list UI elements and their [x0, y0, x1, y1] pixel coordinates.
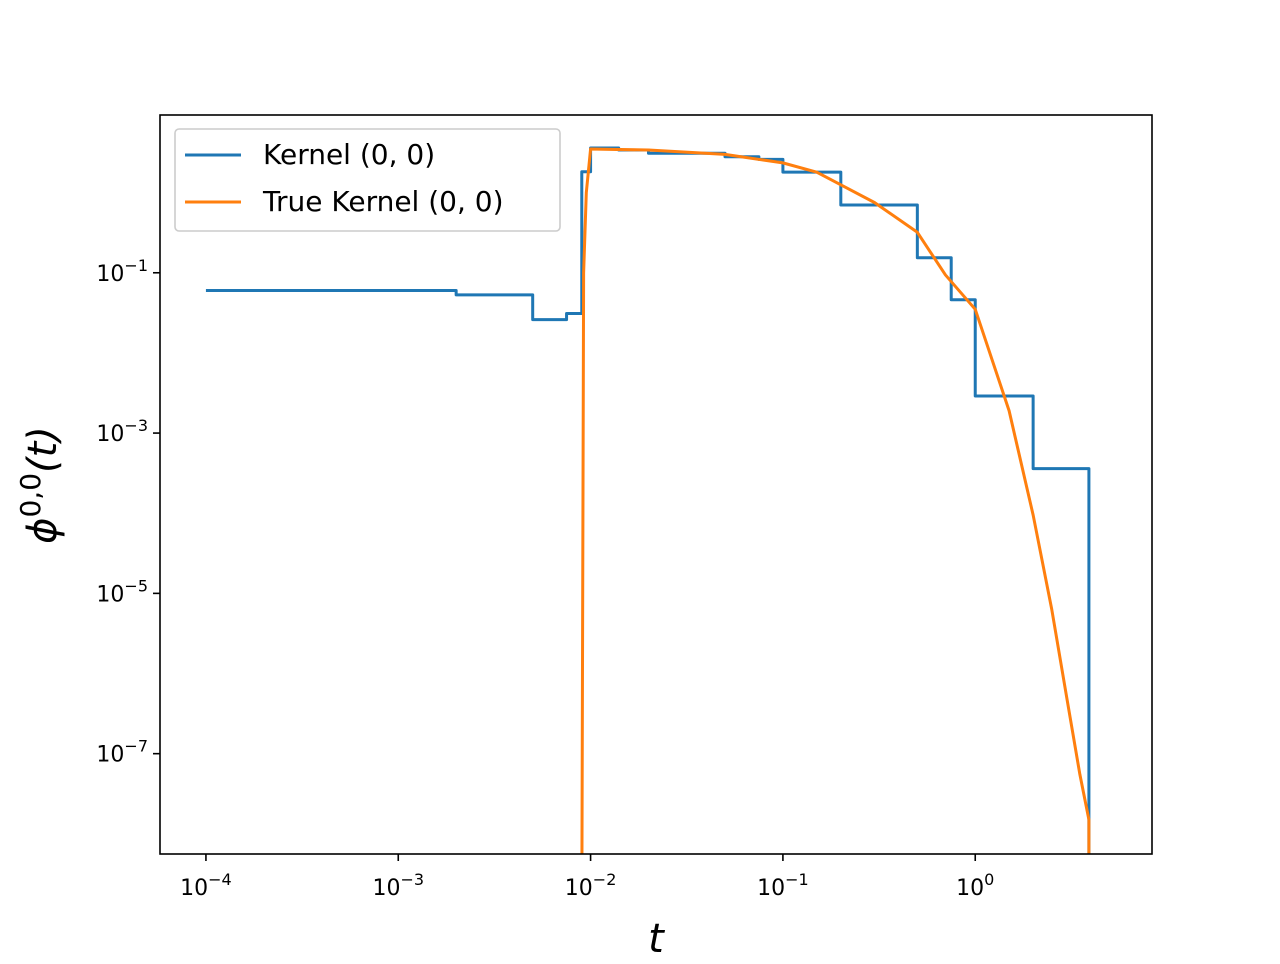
x-tick-label: 10−1	[757, 870, 809, 901]
y-tick-label: 10−1	[96, 256, 148, 287]
legend-label: Kernel (0, 0)	[263, 138, 435, 171]
y-axis-label: ϕ0,0(t)	[14, 426, 66, 544]
y-tick-label: 10−3	[96, 416, 148, 447]
x-tick-label: 10−4	[180, 870, 232, 901]
plot-lines	[205, 146, 1091, 854]
series-line	[580, 147, 1091, 854]
y-tick-label: 10−5	[96, 576, 148, 607]
x-tick-label: 10−2	[565, 870, 617, 901]
legend-box	[174, 128, 561, 232]
plot-frame	[159, 114, 1153, 855]
x-tick-label: 100	[956, 870, 994, 901]
legend-label: True Kernel (0, 0)	[262, 185, 504, 218]
x-axis-label: t	[648, 916, 665, 960]
legend: Kernel (0, 0) True Kernel (0, 0)	[174, 128, 561, 232]
x-tick-label: 10−3	[372, 870, 424, 901]
y-tick-label: 10−7	[96, 737, 148, 768]
